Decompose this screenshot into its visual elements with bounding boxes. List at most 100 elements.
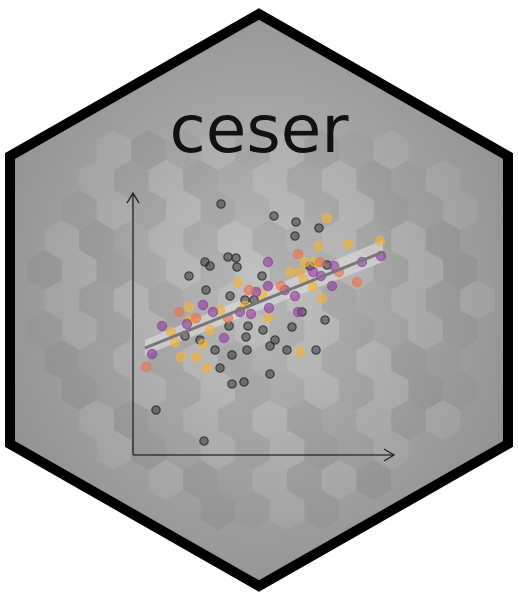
hexbin-cell bbox=[321, 160, 357, 200]
hexbin-cell bbox=[96, 430, 132, 470]
scatter-point bbox=[284, 266, 296, 278]
hexbin-cell bbox=[113, 400, 149, 440]
hexbin-cell bbox=[148, 160, 184, 200]
scatter-point bbox=[374, 235, 386, 247]
hexbin-cell bbox=[269, 430, 305, 470]
package-name: ceser bbox=[169, 91, 349, 168]
scatter-point bbox=[215, 363, 225, 373]
hexbin-cell bbox=[408, 310, 443, 350]
hexbin-cell bbox=[165, 190, 201, 230]
hexbin-texture bbox=[44, 130, 495, 530]
scatter-point bbox=[269, 211, 279, 221]
hexbin-cell bbox=[373, 430, 409, 470]
scatter-point bbox=[183, 301, 195, 313]
trend-line bbox=[144, 250, 384, 350]
scatter-point bbox=[307, 281, 319, 293]
hexbin-cell bbox=[79, 160, 114, 200]
scatter-point bbox=[216, 199, 226, 209]
hexbin-cell bbox=[356, 460, 392, 500]
scatter-point bbox=[312, 240, 324, 252]
hexbin-cell bbox=[304, 130, 340, 170]
scatter-point bbox=[205, 261, 215, 271]
scatter-point bbox=[207, 306, 219, 318]
hexbin-cell bbox=[425, 160, 461, 200]
hexbin-cell bbox=[443, 250, 478, 290]
scatter-point bbox=[156, 320, 168, 332]
scatter-point bbox=[290, 231, 300, 241]
scatter-point bbox=[262, 256, 274, 268]
hexbin-cell bbox=[252, 220, 288, 260]
hexbin-cell bbox=[408, 250, 443, 290]
hexbin-cell bbox=[113, 340, 149, 380]
scatter-point bbox=[275, 280, 287, 292]
hexbin-cell bbox=[44, 340, 80, 380]
scatter-point bbox=[146, 348, 158, 360]
scatter-point bbox=[265, 341, 275, 351]
hexbin-cell bbox=[200, 130, 236, 170]
scatter-point bbox=[292, 306, 304, 318]
scatter-point bbox=[294, 346, 306, 358]
scatter-point bbox=[243, 284, 255, 296]
scatter-point bbox=[287, 322, 297, 332]
hexbin-cell bbox=[200, 370, 236, 410]
hexbin-cell bbox=[200, 190, 236, 230]
hexbin-cell bbox=[425, 220, 461, 260]
scatter-point bbox=[190, 312, 202, 324]
hexbin-cell bbox=[391, 340, 426, 380]
plot-axes bbox=[126, 191, 396, 462]
hexbin-cell bbox=[44, 220, 80, 260]
hexbin-cell bbox=[269, 490, 305, 530]
scatter-point bbox=[262, 312, 274, 324]
hexbin-cell bbox=[131, 370, 166, 410]
hexbin-cell bbox=[425, 400, 461, 440]
hexbin-cell bbox=[44, 280, 80, 320]
scatter-point bbox=[316, 292, 328, 304]
scatter-point bbox=[239, 377, 249, 387]
hexbin-cell bbox=[460, 280, 495, 320]
hexbin-cell bbox=[287, 400, 322, 440]
hexbin-cell bbox=[252, 460, 288, 500]
hexbin-cell bbox=[148, 220, 184, 260]
hexbin-cell bbox=[321, 220, 357, 260]
hexbin-cell bbox=[321, 460, 357, 500]
scatter-point bbox=[225, 291, 235, 301]
hexbin-cell bbox=[269, 130, 305, 170]
scatter-point bbox=[314, 223, 324, 233]
scatter-point bbox=[151, 405, 161, 415]
hexbin-cell bbox=[252, 160, 288, 200]
scatter-point bbox=[140, 361, 152, 373]
scatter-point bbox=[204, 324, 216, 336]
hexbin-cell bbox=[183, 460, 218, 500]
hexbin-cell bbox=[373, 130, 409, 170]
scatter-point bbox=[201, 285, 211, 295]
hexbin-cell bbox=[131, 130, 166, 170]
hexbin-cell bbox=[79, 220, 114, 260]
hexbin-cell bbox=[356, 400, 392, 440]
scatter-point bbox=[227, 379, 237, 389]
scatter-point bbox=[197, 338, 209, 350]
scatter-point bbox=[242, 345, 252, 355]
scatter-point bbox=[289, 290, 301, 302]
hexbin-cell bbox=[183, 400, 218, 440]
hexagon-border bbox=[5, 8, 513, 592]
scatter-point bbox=[258, 325, 268, 335]
scatter-point bbox=[342, 238, 354, 250]
scatter-point bbox=[314, 256, 326, 268]
hexbin-cell bbox=[408, 370, 443, 410]
scatter-point bbox=[199, 436, 209, 446]
hexbin-cell bbox=[391, 220, 426, 260]
hexbin-cell bbox=[62, 250, 97, 290]
scatter-point bbox=[291, 217, 301, 227]
scatter-point bbox=[320, 315, 330, 325]
hexbin-cell bbox=[391, 280, 426, 320]
scatter-point bbox=[321, 212, 333, 224]
hexbin-cell bbox=[373, 370, 409, 410]
scatter-point bbox=[292, 248, 304, 260]
hexbin-cell bbox=[62, 370, 97, 410]
hexbin-cell bbox=[96, 190, 132, 230]
hexbin-cell bbox=[148, 460, 184, 500]
scatter-point bbox=[294, 266, 306, 278]
scatter-point bbox=[257, 271, 267, 281]
hexbin-cell bbox=[200, 430, 236, 470]
